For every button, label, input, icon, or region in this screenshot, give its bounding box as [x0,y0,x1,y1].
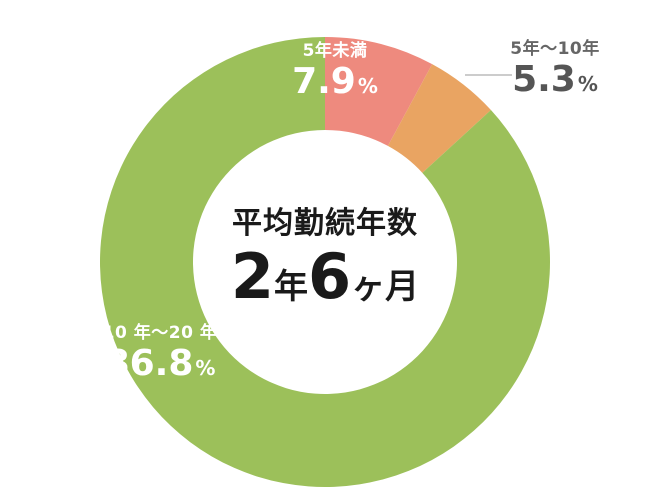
slice-label-5to10: 5年～10年 5.3% [490,34,620,100]
slice-name: 10 年～20 年 [102,323,218,343]
slice-value: 7.9 [292,61,356,102]
center-years-unit: 年 [274,267,308,307]
donut-slice-1 [387,64,491,173]
slice-name: 5年～10年 [510,39,600,59]
center-value: 2年6ヶ月 [205,240,445,313]
donut-slice-2 [100,37,551,488]
slice-label-10to20: 10 年～20 年 86.8% [85,318,235,384]
donut-slice-0 [325,37,433,146]
center-months-number: 6 [308,240,352,313]
slice-value: 86.8 [104,343,194,384]
center-title: 平均勤続年数 [232,206,418,241]
slice-unit: % [357,74,378,98]
slice-value: 5.3 [512,59,576,100]
center-months-unit: ヶ月 [351,267,420,307]
slice-unit: % [195,356,216,380]
slice-unit: % [577,72,598,96]
slice-name: 5年未満 [302,41,368,61]
slice-label-under5: 5年未満 7.9% [280,36,390,102]
center-years-number: 2 [230,240,274,313]
